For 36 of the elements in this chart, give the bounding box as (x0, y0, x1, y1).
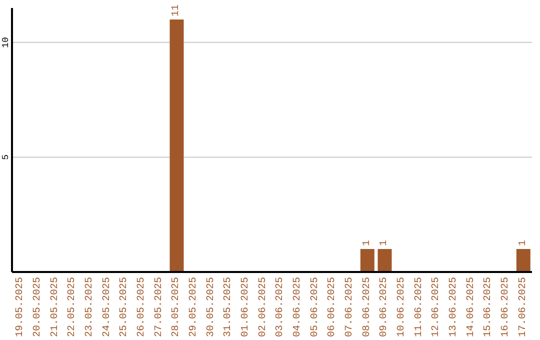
x-tick-label: 31.05.2025 (223, 277, 234, 338)
x-tick-label: 02.06.2025 (258, 277, 269, 338)
x-tick-label: 13.06.2025 (448, 277, 460, 338)
x-tick-label: 26.05.2025 (136, 277, 148, 338)
x-tick-label: 19.05.2025 (15, 277, 26, 338)
x-tick-label: 23.05.2025 (84, 277, 96, 338)
x-tick-label: 09.06.2025 (379, 277, 390, 338)
x-tick-label: 06.06.2025 (327, 277, 338, 338)
x-tick-label: 11.06.2025 (414, 277, 425, 338)
x-tick-label: 16.06.2025 (500, 277, 512, 338)
x-tick-label: 29.05.2025 (188, 277, 200, 338)
x-tick-label: 22.05.2025 (67, 277, 78, 338)
data-label: 11 (171, 4, 182, 16)
x-tick-label: 30.05.2025 (206, 277, 217, 338)
x-tick-label: 17.06.2025 (518, 277, 529, 338)
x-tick-label: 20.05.2025 (32, 277, 44, 338)
y-tick-label: 10 (1, 37, 11, 48)
x-tick-label: 24.05.2025 (102, 277, 113, 338)
x-tick-label: 14.06.2025 (466, 277, 477, 338)
x-tick-label: 12.06.2025 (431, 277, 442, 338)
data-label: 1 (518, 240, 529, 246)
x-tick-label: 07.06.2025 (344, 277, 356, 338)
data-label: 1 (362, 240, 373, 246)
data-label: 1 (379, 240, 390, 246)
x-tick-label: 03.06.2025 (275, 277, 286, 338)
x-tick-label: 10.06.2025 (396, 277, 408, 338)
x-tick-label: 01.06.2025 (240, 277, 252, 338)
x-tick-label: 21.05.2025 (50, 277, 61, 338)
x-tick-label: 15.06.2025 (483, 277, 494, 338)
x-tick-label: 08.06.2025 (362, 277, 373, 338)
y-tick-label: 5 (1, 154, 11, 160)
x-tick-label: 05.06.2025 (310, 277, 321, 338)
x-tick-label: 04.06.2025 (292, 277, 304, 338)
x-tick-label: 27.05.2025 (154, 277, 165, 338)
x-tick-label: 25.05.2025 (119, 277, 130, 338)
x-tick-label: 28.05.2025 (171, 277, 182, 338)
